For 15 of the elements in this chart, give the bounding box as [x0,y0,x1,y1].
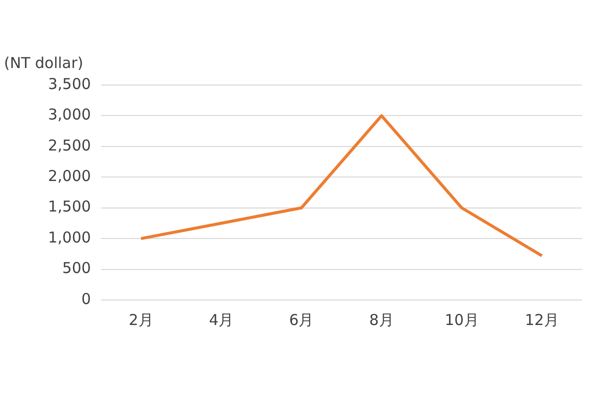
y-tick-label: 2,000 [48,167,91,186]
y-tick-label: 500 [62,259,91,278]
y-tick-label: 1,000 [48,228,91,246]
y-tick-label: 1,500 [48,198,91,216]
y-tick-label: 3,500 [48,74,91,93]
x-tick-label: 4月 [208,310,234,329]
y-tick-label: 2,500 [48,136,91,154]
y-axis-title: (NT dollar) [4,54,84,72]
x-tick-label: 6月 [289,310,314,329]
y-tick-label: 3,000 [48,106,91,124]
x-tick-label: 12月 [524,310,559,329]
x-tick-label: 8月 [369,310,394,329]
x-tick-label: 2月 [128,310,154,329]
y-tick-label: 0 [81,290,91,308]
x-tick-label: 10月 [444,310,479,329]
